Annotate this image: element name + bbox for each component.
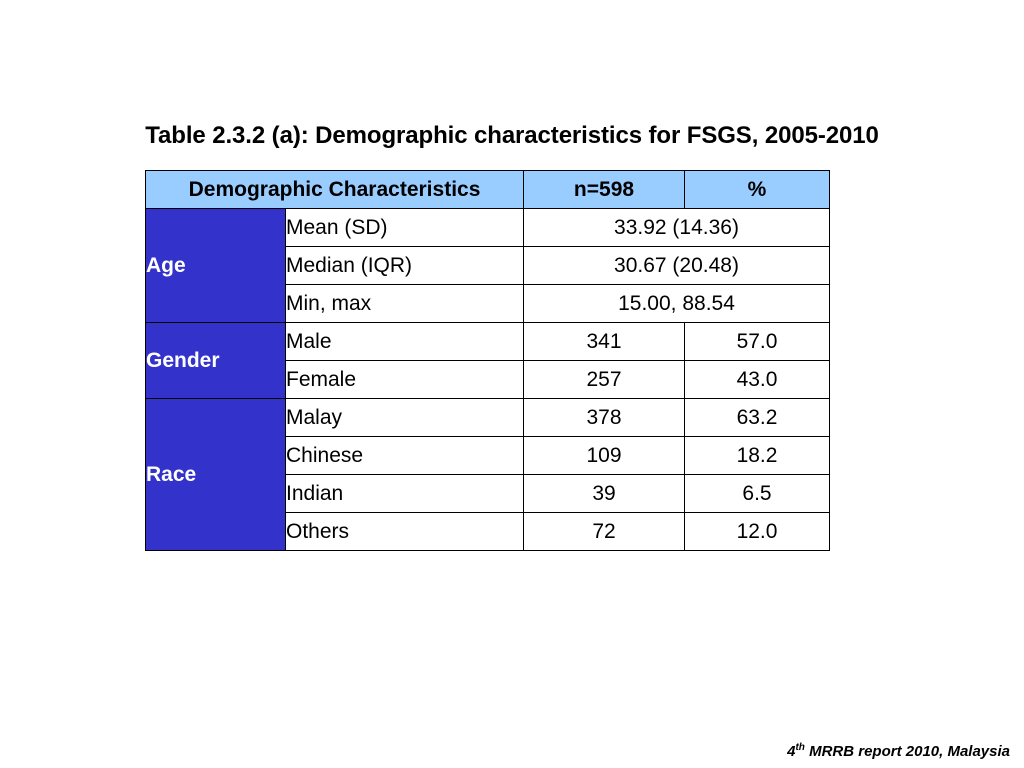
demographics-table: Demographic Characteristics n=598 % Age … [145,170,830,551]
row-percent: 43.0 [684,360,830,399]
row-count: 72 [523,512,685,551]
row-count: 257 [523,360,685,399]
row-count: 109 [523,436,685,475]
row-percent: 63.2 [684,398,830,437]
footer-ordinal-suffix: th [795,742,805,753]
header-percent: % [684,170,830,209]
table-row: Others 72 12.0 [146,512,830,551]
row-label: Min, max [285,284,524,323]
group-gender: Gender [145,322,286,399]
row-percent: 6.5 [684,474,830,513]
row-label: Chinese [285,436,524,475]
row-label: Median (IQR) [285,246,524,285]
row-label: Mean (SD) [285,208,524,247]
row-count: 378 [523,398,685,437]
table-row: Gender Male 341 57.0 [145,322,830,399]
table-row: Race Malay 378 63.2 [145,398,830,551]
table-row: Age Mean (SD) 33.92 (14.36) [145,208,830,323]
table-row: Indian 39 6.5 [146,474,830,513]
table-row: Chinese 109 18.2 [146,436,830,475]
row-percent: 57.0 [684,322,830,361]
table-row: Min, max 15.00, 88.54 [146,284,830,323]
header-characteristics: Demographic Characteristics [145,170,524,209]
row-value: 30.67 (20.48) [523,246,830,285]
row-count: 39 [523,474,685,513]
footer-edition-number: 4 [787,743,796,760]
row-label: Male [285,322,524,361]
row-label: Indian [285,474,524,513]
row-label: Malay [285,398,524,437]
row-label: Others [285,512,524,551]
footer-report-text: MRRB report 2010, Malaysia [804,743,1010,760]
header-row: Demographic Characteristics n=598 % [145,170,830,209]
footer-source: 4th MRRB report 2010, Malaysia [787,742,1010,760]
table-row: Female 257 43.0 [146,360,830,399]
group-race: Race [145,398,286,551]
table-title: Table 2.3.2 (a): Demographic characteris… [145,122,879,149]
row-count: 341 [523,322,685,361]
row-label: Female [285,360,524,399]
row-percent: 12.0 [684,512,830,551]
row-value: 33.92 (14.36) [523,208,830,247]
row-percent: 18.2 [684,436,830,475]
header-n: n=598 [523,170,685,209]
group-age: Age [145,208,286,323]
row-value: 15.00, 88.54 [523,284,830,323]
table-row: Median (IQR) 30.67 (20.48) [146,246,830,285]
